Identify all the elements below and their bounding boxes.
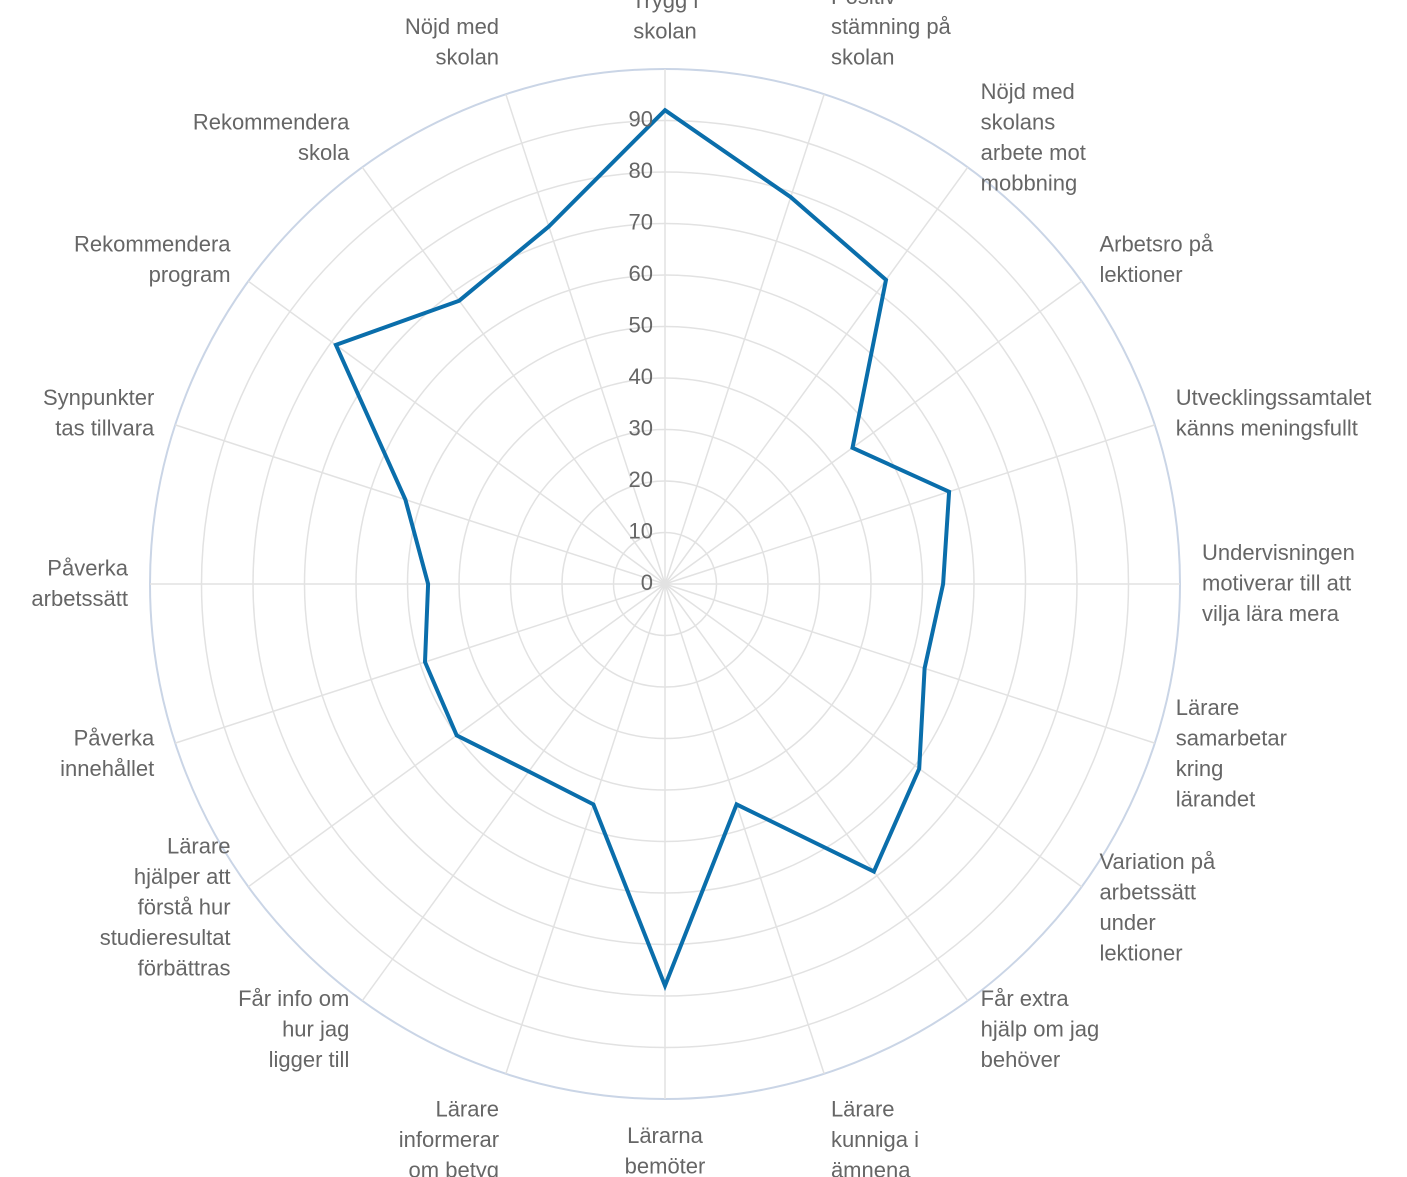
category-label: Påverka innehållet (60, 726, 155, 782)
spoke-line (361, 583, 666, 1002)
category-label: Variation på arbetssätt under lektioner (1099, 849, 1216, 966)
tick-label: 10 (629, 518, 653, 543)
spoke-line (247, 280, 666, 585)
category-label: Undervisningen motiverar till att vilja lä… (1202, 540, 1355, 626)
category-label: Lärare kunniga i ämnena (831, 1097, 919, 1177)
spoke-line (664, 583, 1083, 888)
spoke-line (664, 583, 969, 1002)
category-label: Trygg i skolan (632, 0, 698, 43)
spoke-line (664, 93, 825, 585)
spoke-line (174, 424, 666, 585)
tick-label: 80 (629, 158, 653, 183)
category-label: Får extra hjälp om jag behöver (981, 986, 1100, 1072)
spoke-line (664, 166, 969, 585)
category-label: Arbetsro på lektioner (1099, 232, 1213, 288)
category-label: Rekommendera program (74, 232, 231, 288)
tick-label: 70 (629, 209, 653, 234)
series-line (333, 107, 952, 992)
spoke-line (505, 583, 666, 1075)
category-label: Får info om hur jag ligger till (238, 986, 349, 1072)
tick-label: 40 (629, 364, 653, 389)
spoke-line (361, 166, 666, 585)
grid-spokes (150, 69, 1180, 1099)
category-label: Nöjd med skolan (405, 14, 499, 70)
tick-label: 60 (629, 261, 653, 286)
spoke-line (174, 583, 666, 744)
tick-label: 90 (629, 106, 653, 131)
spoke-line (664, 280, 1083, 585)
category-label: Utvecklingssamtalet känns meningsfullt (1176, 385, 1372, 441)
tick-label: 0 (641, 570, 653, 595)
category-label: Rekommendera skola (193, 110, 350, 166)
category-label: Lärare informerar om betyg (399, 1097, 499, 1177)
category-label: Nöjd med skolans arbete mot mobbning (981, 79, 1086, 196)
spoke-line (505, 93, 666, 585)
tick-label: 20 (629, 467, 653, 492)
tick-label: 50 (629, 312, 653, 337)
category-label: Synpunkter tas tillvara (43, 385, 155, 441)
category-label: Påverka arbetssätt (31, 555, 128, 611)
spoke-line (664, 583, 1156, 744)
category-label: Lärare samarbetar kring lärandet (1176, 695, 1287, 812)
category-label: Lärare hjälper att förstå hur studieresulta… (100, 834, 231, 981)
spoke-line (664, 583, 825, 1075)
tick-label: 30 (629, 415, 653, 440)
series-layer (333, 107, 952, 992)
category-label: Lärarnabemötermig positivt (610, 1123, 720, 1177)
spoke-line (664, 424, 1156, 585)
radial-tick-labels: 0 10 20 30 40 50 60 70 80 90 (629, 106, 653, 595)
